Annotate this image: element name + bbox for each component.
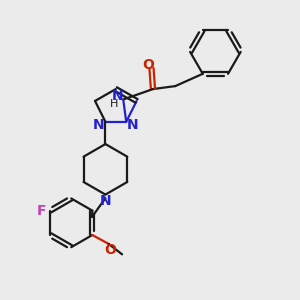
Text: N: N [112,89,123,103]
Text: O: O [104,243,116,257]
Text: O: O [142,58,154,72]
Text: H: H [110,99,118,109]
Text: N: N [93,118,105,132]
Text: N: N [100,194,111,208]
Text: N: N [127,118,139,132]
Text: F: F [37,204,46,218]
